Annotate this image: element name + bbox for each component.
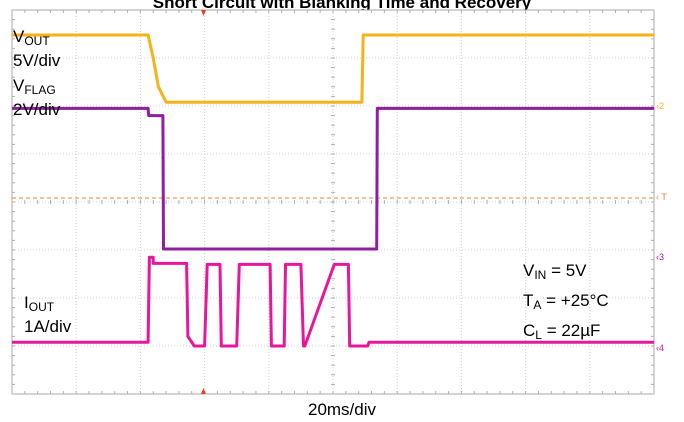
vflag-label: VFLAG 2V/div bbox=[13, 76, 61, 119]
trigger-position-marker-top bbox=[201, 10, 206, 16]
vout-label: VOUT 5V/div bbox=[13, 27, 61, 70]
trace-vout bbox=[12, 33, 654, 104]
x-axis-label: 20ms/div bbox=[307, 400, 377, 419]
trigger-marker: ‹ T bbox=[656, 192, 667, 202]
condition-ta: TA = +25°C bbox=[523, 291, 609, 312]
traces bbox=[12, 33, 654, 348]
channel-3-marker: ‹3 bbox=[656, 252, 665, 262]
iout-label: IOUT 1A/div bbox=[24, 293, 72, 336]
trace-vflag bbox=[12, 106, 654, 251]
condition-cl: CL = 22µF bbox=[523, 321, 601, 342]
trigger-position-marker-bottom bbox=[201, 388, 206, 394]
chart-title: Short Circuit with Blanking Time and Rec… bbox=[152, 0, 532, 12]
condition-vin: VIN = 5V bbox=[523, 261, 587, 282]
channel-2-marker: ‹2 bbox=[656, 101, 665, 111]
channel-4-marker: ‹4 bbox=[656, 343, 665, 353]
trace-iout bbox=[12, 255, 654, 348]
conditions-block: VIN = 5V TA = +25°C CL = 22µF bbox=[523, 258, 609, 348]
